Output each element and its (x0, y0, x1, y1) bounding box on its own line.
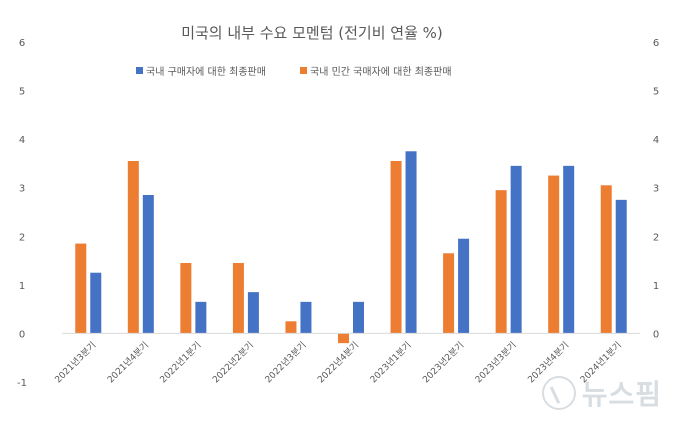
x-tick-label: 2021년3분기 (53, 340, 99, 386)
x-tick-label: 2022년4분기 (316, 340, 362, 386)
bar-private-buyers (285, 321, 297, 334)
bar-domestic-buyers (510, 165, 522, 334)
bar-private-buyers (390, 161, 402, 334)
bar-domestic-buyers (300, 301, 312, 334)
watermark-text: 뉴스핌 (581, 378, 662, 411)
chart-title: 미국의 내부 수요 모멘텀 (전기비 연율 %) (181, 24, 443, 42)
y-tick-label-left: 1 (19, 281, 25, 292)
bar-domestic-buyers (563, 165, 575, 334)
bar-domestic-buyers (247, 292, 259, 334)
y-tick-label-right: 4 (653, 135, 659, 146)
bar-domestic-buyers (90, 272, 102, 334)
bar-domestic-buyers (353, 301, 364, 334)
y-tick-label-right: 3 (653, 184, 659, 195)
x-tick-label: 2023년2분기 (421, 340, 467, 386)
bar-domestic-buyers (195, 301, 207, 334)
legend-swatch (300, 67, 307, 74)
bar-private-buyers (338, 333, 349, 344)
legend-swatch (136, 67, 143, 74)
y-axis-right: 0 1 2 3 4 5 6 (653, 38, 659, 340)
bar-private-buyers (232, 263, 244, 334)
y-tick-label-right: 1 (653, 281, 659, 292)
x-tick-label: 2023년3분기 (473, 340, 519, 386)
bars (75, 151, 627, 344)
y-tick-label-left: 6 (19, 38, 25, 49)
bar-domestic-buyers (142, 195, 154, 334)
bar-private-buyers (600, 185, 612, 334)
newspim-logo-icon (541, 376, 576, 410)
y-tick-label-left: 0 (19, 329, 25, 340)
bar-private-buyers (75, 243, 87, 334)
x-tick-label: 2022년1분기 (158, 340, 204, 386)
y-tick-label-left: 4 (19, 135, 25, 146)
y-tick-label-left: 5 (19, 87, 25, 98)
x-tick-label: 2023년1분기 (368, 340, 414, 386)
bar-domestic-buyers (458, 238, 470, 334)
bar-domestic-buyers (615, 199, 627, 334)
bar-domestic-buyers (405, 151, 417, 334)
y-tick-label-left: 3 (19, 184, 25, 195)
y-axis-left: -1 0 1 2 3 4 5 6 (17, 38, 27, 389)
bar-private-buyers (127, 161, 139, 334)
watermark: 뉴스핌 (541, 373, 662, 413)
bar-private-buyers (180, 263, 192, 334)
x-tick-label: 2022년3분기 (263, 340, 309, 386)
legend-label: 국내 민간 국매자에 대한 최종판매 (310, 66, 452, 78)
y-tick-label-left: 2 (19, 232, 25, 243)
y-tick-label-right: 0 (653, 329, 659, 340)
legend-label: 국내 구매자에 대한 최종판매 (146, 66, 266, 78)
y-tick-label-right: 6 (653, 38, 659, 49)
bar-private-buyers (443, 253, 455, 334)
x-axis-labels: 2021년3분기 2021년4분기 2022년1분기 2022년2분기 2022년3분기… (53, 340, 624, 386)
legend: 국내 구매자에 대한 최종판매 국내 민간 국매자에 대한 최종판매 (136, 66, 452, 78)
y-tick-label-left: -1 (17, 378, 27, 389)
bar-private-buyers (548, 175, 560, 334)
x-tick-label: 2022년2분기 (210, 340, 256, 386)
x-tick-label: 2021년4분기 (105, 340, 151, 386)
y-tick-label-right: 2 (653, 232, 659, 243)
y-tick-label-right: 5 (653, 87, 659, 98)
bar-private-buyers (495, 190, 507, 334)
